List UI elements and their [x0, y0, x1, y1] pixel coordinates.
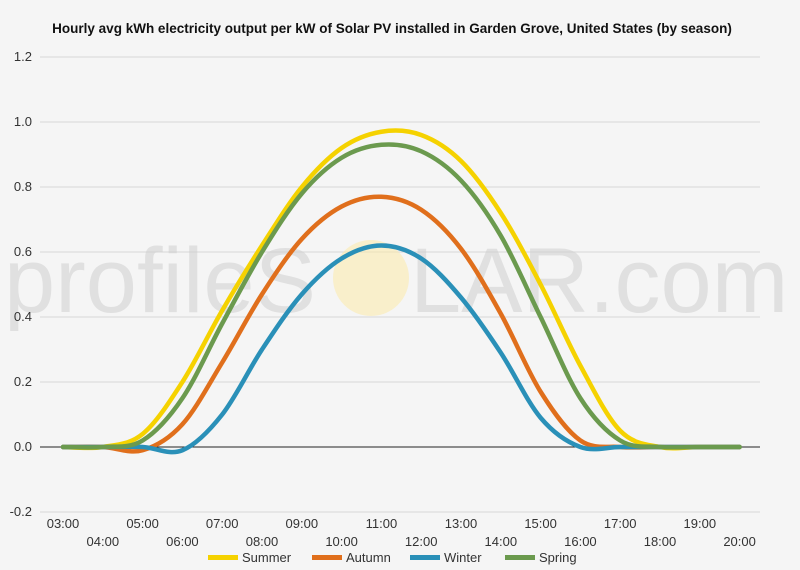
legend-item-winter[interactable]: Winter: [410, 550, 482, 565]
x-tick-label: 20:00: [723, 534, 756, 549]
y-tick-label: -0.2: [10, 504, 32, 519]
series-lines: [60, 128, 742, 455]
legend-label: Winter: [444, 550, 482, 565]
x-tick-label: 15:00: [524, 516, 557, 531]
y-tick-label: 0.6: [14, 244, 32, 259]
x-tick-label: 11:00: [366, 516, 398, 531]
legend-item-summer[interactable]: Summer: [208, 550, 292, 565]
x-tick-label: 14:00: [485, 534, 518, 549]
gridlines: [40, 56, 760, 513]
series-line-spring: [60, 142, 742, 450]
x-tick-label: 05:00: [126, 516, 159, 531]
legend-swatch: [208, 555, 238, 560]
legend-item-spring[interactable]: Spring: [505, 550, 577, 565]
x-tick-label: 03:00: [47, 516, 80, 531]
watermark-text-right: LAR.com: [410, 230, 788, 332]
legend-swatch: [410, 555, 440, 560]
x-tick-label: 12:00: [405, 534, 438, 549]
legend-item-autumn[interactable]: Autumn: [312, 550, 391, 565]
x-tick-label: 18:00: [644, 534, 677, 549]
x-tick-label: 08:00: [246, 534, 279, 549]
y-tick-label: 0.0: [14, 439, 32, 454]
legend-swatch: [312, 555, 342, 560]
x-tick-label: 09:00: [286, 516, 319, 531]
legend-label: Spring: [539, 550, 577, 565]
y-axis-ticks: -0.2 0.0 0.2 0.4 0.6 0.8 1.0 1.2: [10, 49, 32, 519]
x-tick-label: 04:00: [87, 534, 120, 549]
series-line-winter: [60, 243, 742, 455]
y-tick-label: 0.2: [14, 374, 32, 389]
x-axis-ticks: 03:00 04:00 05:00 06:00 07:00 08:00 09:00 10:00…: [47, 516, 756, 549]
legend-swatch: [505, 555, 535, 560]
x-tick-label: 16:00: [564, 534, 597, 549]
y-tick-label: 0.4: [14, 309, 32, 324]
legend-label: Summer: [242, 550, 292, 565]
y-tick-label: 1.0: [14, 114, 32, 129]
y-tick-label: 0.8: [14, 179, 32, 194]
x-tick-label: 13:00: [445, 516, 478, 531]
y-tick-label: 1.2: [14, 49, 32, 64]
watermark-sun-icon: [333, 240, 409, 316]
x-tick-label: 10:00: [325, 534, 358, 549]
x-tick-label: 19:00: [684, 516, 717, 531]
legend: Summer Autumn Winter Spring: [208, 550, 577, 565]
series-line-summer: [60, 128, 742, 451]
x-tick-label: 17:00: [604, 516, 637, 531]
legend-label: Autumn: [346, 550, 391, 565]
x-tick-label: 06:00: [166, 534, 199, 549]
chart-title: Hourly avg kWh electricity output per kW…: [52, 21, 732, 36]
x-tick-label: 07:00: [206, 516, 239, 531]
